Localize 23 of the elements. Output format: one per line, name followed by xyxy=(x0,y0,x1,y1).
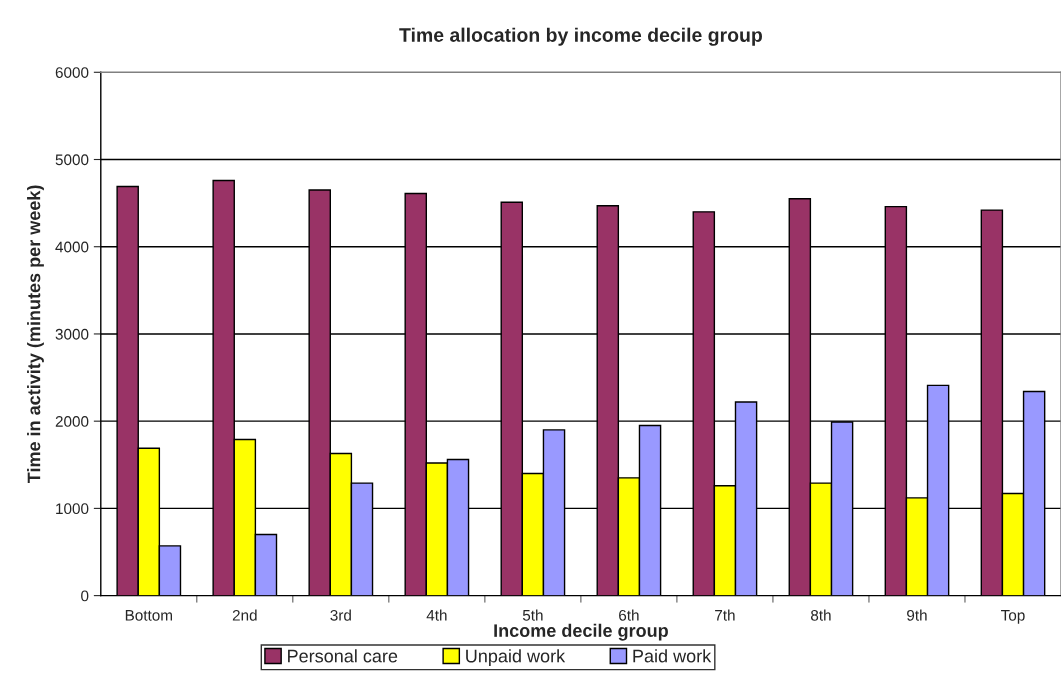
x-tick-label: Top xyxy=(1001,610,1025,624)
legend-label: Personal care xyxy=(288,649,398,663)
y-tick-label: 0 xyxy=(81,590,89,602)
chart-title: Time allocation by income decile group xyxy=(399,27,762,46)
x-axis-title: Income decile group xyxy=(494,623,668,641)
y-tick-label: 6000 xyxy=(55,67,89,78)
y-tick-label: 2000 xyxy=(55,416,89,427)
x-tick-label: 2nd xyxy=(232,609,257,621)
x-tick-label: 4th xyxy=(426,609,447,621)
x-tick-label: 7th xyxy=(715,609,735,621)
legend-label: Unpaid work xyxy=(466,649,566,667)
y-tick-label: 5000 xyxy=(55,154,89,166)
x-tick-label: 3rd xyxy=(330,609,351,621)
x-tick-label: 8th xyxy=(810,609,831,621)
legend-label: Paid work xyxy=(633,649,712,663)
y-tick-label: 4000 xyxy=(55,241,89,253)
y-tick-label: 3000 xyxy=(55,328,89,340)
x-tick-label: Bottom xyxy=(125,610,172,621)
x-tick-label: 9th xyxy=(907,609,927,621)
x-tick-label: 5th xyxy=(522,609,543,621)
y-tick-label: 1000 xyxy=(56,503,89,515)
y-axis-title: Time in activity (minutes per week) xyxy=(27,185,44,484)
x-tick-label: 6th xyxy=(619,609,639,621)
